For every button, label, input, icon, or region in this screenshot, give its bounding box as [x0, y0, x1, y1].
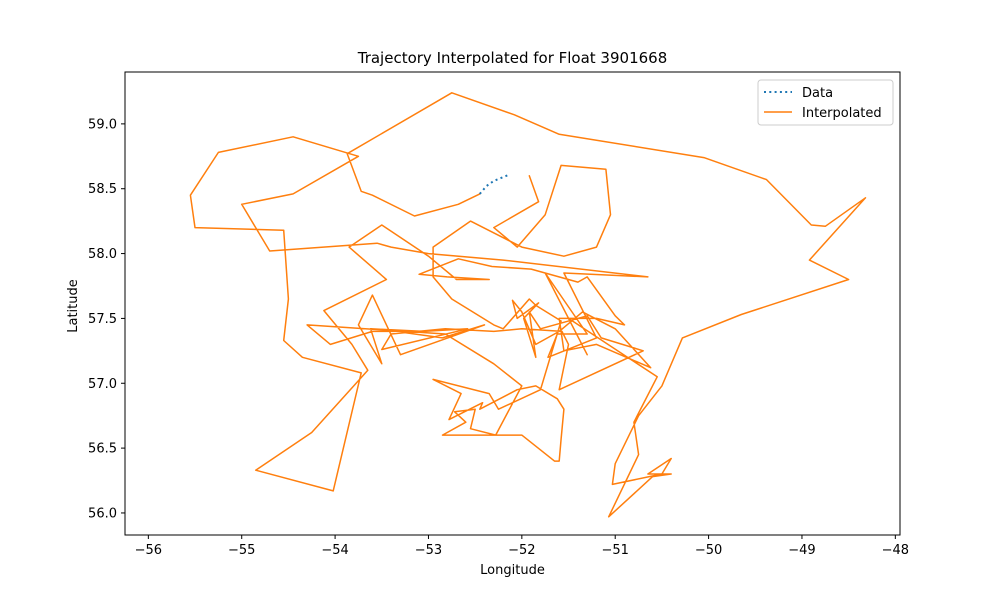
x-tick-label: −53	[415, 543, 442, 558]
y-tick-label: 56.0	[88, 506, 117, 521]
y-tick-label: 58.0	[88, 247, 117, 262]
y-tick-label: 57.0	[88, 377, 117, 392]
series-interpolated-line	[189, 92, 867, 518]
y-tick-label: 58.5	[88, 182, 117, 197]
x-tick-label: −51	[601, 543, 628, 558]
series-data-line	[479, 173, 511, 195]
y-tick-label: 59.0	[88, 117, 117, 132]
x-tick-label: −49	[788, 543, 815, 558]
y-tick-label: 56.5	[88, 442, 117, 457]
y-axis-label: Latitude	[66, 279, 81, 333]
legend-data-label: Data	[802, 86, 833, 101]
axes-frame	[124, 71, 901, 536]
y-tick-label: 57.5	[88, 312, 117, 327]
x-tick-label: −56	[135, 543, 162, 558]
x-axis-label: Longitude	[480, 563, 545, 578]
chart-title: Trajectory Interpolated for Float 390166…	[357, 49, 668, 67]
legend: Data Interpolated	[757, 79, 894, 126]
plot-content	[189, 92, 867, 518]
x-tick-label: −48	[882, 543, 909, 558]
x-tick-label: −50	[695, 543, 722, 558]
axes: −56 −55 −54 −53 −52 −51 −50 −49 −48 56.0 56.5 57.0 5…	[88, 71, 909, 558]
x-tick-label: −55	[228, 543, 255, 558]
legend-interpolated-label: Interpolated	[802, 106, 882, 121]
x-tick-label: −54	[321, 543, 348, 558]
x-tick-label: −52	[508, 543, 535, 558]
